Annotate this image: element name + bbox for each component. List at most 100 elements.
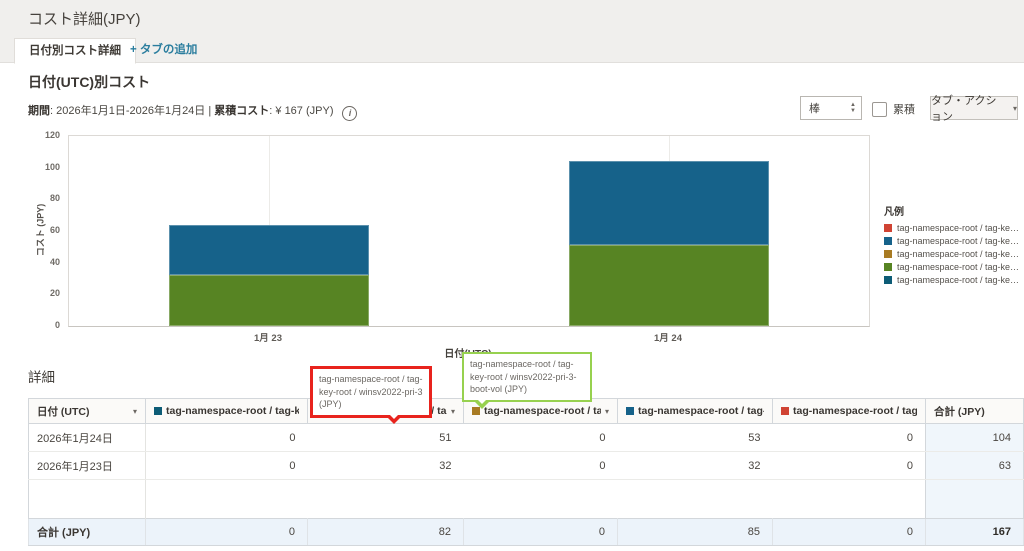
legend-item[interactable]: tag-namespace-root / tag-ke… <box>884 275 1019 285</box>
red-annotation-text: tag-namespace-root / tag-key-root / wins… <box>319 374 423 410</box>
bar-segment[interactable] <box>569 245 769 326</box>
red-annotation-callout: tag-namespace-root / tag-key-root / wins… <box>310 366 432 424</box>
footer-value-cell: 0 <box>772 518 926 546</box>
date-cell: 2026年1月24日 <box>28 423 146 452</box>
footer-total-label: 合計 (JPY) <box>28 518 146 546</box>
legend-item-label: tag-namespace-root / tag-ke… <box>897 223 1020 233</box>
y-axis-tick: 120 <box>44 130 60 140</box>
column-swatch-icon <box>626 407 634 415</box>
value-cell: 0 <box>772 423 926 452</box>
y-axis-label: コスト (JPY) <box>35 203 46 257</box>
legend-item-label: tag-namespace-root / tag-ke… <box>897 236 1020 246</box>
page-title: コスト詳細(JPY) <box>28 11 141 28</box>
table-filler-row <box>28 479 1024 519</box>
footer-value-cell: 0 <box>463 518 618 546</box>
legend-item[interactable]: tag-namespace-root / tag-ke… <box>884 236 1019 246</box>
column-header-label: tag-namespace-root / tag-ke… <box>638 405 764 417</box>
bar-segment[interactable] <box>169 224 369 276</box>
cumulative-cost-label: 累積コスト <box>214 105 270 117</box>
y-axis: 0 20 40 60 80 100 120 <box>0 130 64 330</box>
legend-item[interactable]: tag-namespace-root / tag-ke… <box>884 249 1019 259</box>
legend-swatch-icon <box>884 263 892 271</box>
chart-type-value: 棒 <box>809 103 820 115</box>
legend-title: 凡例 <box>884 207 904 218</box>
tab-date-cost-details[interactable]: 日付別コスト詳細 <box>14 38 136 64</box>
cumulative-checkbox-label: 累積 <box>893 104 915 116</box>
column-header-date[interactable]: 日付 (UTC) ▾ <box>28 398 146 424</box>
chart-section-title: 日付(UTC)別コスト <box>28 74 151 90</box>
caret-down-icon: ▾ <box>1012 103 1017 113</box>
chart-type-select[interactable]: 棒 ▲ ▼ <box>800 96 862 120</box>
green-annotation-text: tag-namespace-root / tag-key-root / wins… <box>470 359 577 395</box>
column-header-label: 合計 (JPY) <box>934 405 985 418</box>
cumulative-cost-value: : ¥ 167 (JPY) <box>269 105 334 117</box>
x-axis-tick: 1月 24 <box>654 333 682 344</box>
y-axis-tick: 0 <box>54 320 60 330</box>
column-header-content: tag-namespace-root / tag-ke… <box>626 405 764 417</box>
column-header-label: tag-namespace-root / tag-ke… <box>166 405 299 417</box>
caret-down-icon: ▾ <box>450 406 455 416</box>
caret-down-icon: ▾ <box>132 406 137 416</box>
date-cell: 2026年1月23日 <box>28 451 146 480</box>
legend-swatch-icon <box>884 250 892 258</box>
footer-value-cell: 85 <box>617 518 773 546</box>
legend-item[interactable]: tag-namespace-root / tag-ke… <box>884 223 1019 233</box>
cumulative-checkbox-group: 累積 <box>872 101 915 117</box>
column-header-total[interactable]: 合計 (JPY) <box>925 398 1024 424</box>
y-axis-tick: 40 <box>49 256 60 267</box>
x-axis: 1月 23 1月 24 <box>68 330 868 344</box>
legend-item-label: tag-namespace-root / tag-ke… <box>897 275 1020 285</box>
legend-item[interactable]: tag-namespace-root / tag-ke… <box>884 262 1019 272</box>
bar-chart-plot-area <box>68 135 870 327</box>
column-header-tag[interactable]: tag-namespace-root / tag-ke… <box>617 398 773 424</box>
table-row: 2026年1月23日 0 32 0 32 0 63 <box>28 451 1024 480</box>
period-value: : 2026年1月1日-2026年1月24日 | <box>50 105 215 117</box>
y-axis-tick: 60 <box>49 225 60 235</box>
footer-value-cell: 0 <box>145 518 308 546</box>
caret-down-icon: ▾ <box>604 406 609 416</box>
value-cell: 32 <box>617 451 773 480</box>
value-cell: 32 <box>307 451 464 480</box>
period-label: 期間 <box>28 105 50 117</box>
bar-segment[interactable] <box>169 275 369 326</box>
value-cell: 51 <box>307 423 464 452</box>
y-axis-tick: 20 <box>49 288 60 299</box>
column-swatch-icon <box>154 407 162 415</box>
value-cell: 0 <box>463 423 618 452</box>
value-cell: 0 <box>145 451 308 480</box>
tab-actions-button[interactable]: タブ・アクション ▾ <box>930 95 1018 123</box>
filler-total-cell <box>925 479 1024 519</box>
value-cell: 0 <box>145 423 308 452</box>
value-cell: 0 <box>772 451 926 480</box>
column-swatch-icon <box>472 407 480 415</box>
column-header-label: 日付 (UTC) <box>37 405 90 418</box>
filler-cell <box>28 479 146 519</box>
row-total-cell: 63 <box>925 451 1024 480</box>
legend-swatch-icon <box>884 276 892 284</box>
info-icon[interactable]: i <box>342 106 358 121</box>
legend-item-label: tag-namespace-root / tag-ke… <box>897 262 1020 272</box>
column-header-content: tag-namespace-root / tag-ke… <box>781 405 917 417</box>
details-section-title: 詳細 <box>28 370 55 385</box>
legend-item-label: tag-namespace-root / tag-ke… <box>897 249 1020 259</box>
period-summary: 期間: 2026年1月1日-2026年1月24日 | 累積コスト: ¥ 167 … <box>28 102 358 121</box>
callout-tail-icon <box>385 414 403 424</box>
grand-total-cell: 167 <box>925 518 1024 546</box>
column-header-tag[interactable]: tag-namespace-root / tag-ke… <box>145 398 308 424</box>
page-header-band <box>0 0 1024 63</box>
legend-swatch-icon <box>884 237 892 245</box>
value-cell: 0 <box>463 451 618 480</box>
cost-details-table: 日付 (UTC)▾tag-namespace-root / tag-ke…tag… <box>28 398 1024 546</box>
value-cell: 53 <box>617 423 773 452</box>
select-spinner-icon: ▲ ▼ <box>850 102 856 114</box>
add-tab-link[interactable]: + タブの追加 <box>130 44 198 56</box>
cumulative-checkbox[interactable] <box>872 101 887 117</box>
column-header-tag[interactable]: tag-namespace-root / tag-ke… <box>772 398 926 424</box>
column-header-label: tag-namespace-root / tag-ke… <box>484 405 601 417</box>
filler-cell <box>146 480 926 519</box>
table-row: 2026年1月24日 0 51 0 53 0 104 <box>28 423 1024 452</box>
row-total-cell: 104 <box>925 423 1024 452</box>
bar-segment[interactable] <box>569 161 769 246</box>
column-header-content: 日付 (UTC) ▾ <box>37 404 137 419</box>
